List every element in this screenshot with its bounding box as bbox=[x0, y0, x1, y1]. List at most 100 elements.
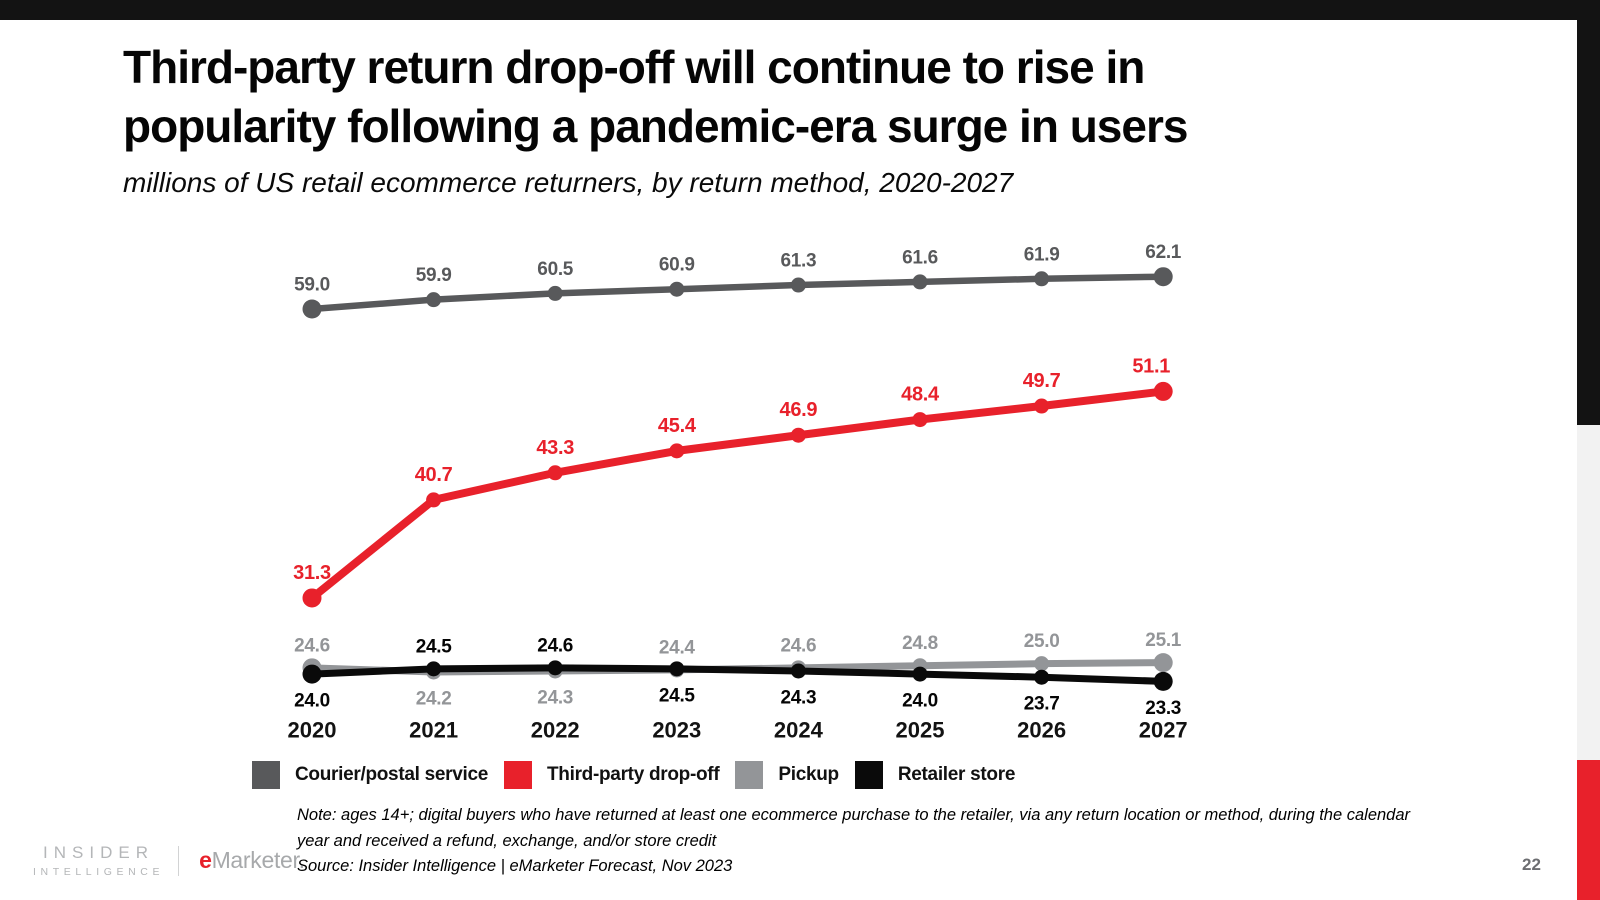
legend-label-pickup: Pickup bbox=[778, 764, 839, 785]
side-strip-gray bbox=[1577, 425, 1600, 760]
marker-third-party-drop-off bbox=[1034, 398, 1050, 414]
value-label-third-party: 49.7 bbox=[1023, 370, 1061, 392]
footnote: Note: ages 14+; digital buyers who have … bbox=[297, 803, 1432, 880]
page-title-line1: Third-party return drop-off will continu… bbox=[123, 41, 1145, 93]
legend-swatch-courier-postal-service bbox=[252, 761, 280, 789]
legend-item-retailer-store: Retailer store bbox=[854, 761, 1015, 789]
value-label-courier: 61.3 bbox=[781, 251, 817, 272]
legend-swatch-retailer-store bbox=[854, 761, 883, 789]
value-label-pickup: 25.1 bbox=[1145, 630, 1182, 651]
insider-intelligence-logo: INSIDER INTELLIGENCE bbox=[33, 843, 164, 878]
chart-legend: Courier/postal service Third-party drop-o… bbox=[252, 761, 1015, 789]
value-label-courier: 61.9 bbox=[1024, 244, 1060, 265]
value-label-courier: 60.9 bbox=[659, 255, 695, 276]
legend-swatch-third-party-drop-off bbox=[503, 761, 532, 789]
value-label-retailer-store: 24.5 bbox=[659, 685, 696, 706]
legend-item-third-party-drop-off: Third-party drop-off bbox=[503, 761, 720, 789]
chart-subtitle: millions of US retail ecommerce returner… bbox=[123, 167, 1014, 198]
value-label-third-party: 51.1 bbox=[1132, 355, 1170, 377]
x-axis-label-2022: 2022 bbox=[531, 718, 580, 743]
side-strip-red bbox=[1577, 760, 1600, 900]
x-axis-label-2026: 2026 bbox=[1017, 718, 1066, 743]
series-line-third-party-drop-off bbox=[308, 387, 1168, 602]
page-title-line2: popularity following a pandemic-era surg… bbox=[123, 100, 1188, 152]
value-label-retailer-store: 24.0 bbox=[294, 691, 330, 712]
marker-third-party-drop-off bbox=[547, 465, 563, 481]
x-axis-label-2027: 2027 bbox=[1139, 718, 1188, 743]
value-label-courier: 62.1 bbox=[1145, 242, 1182, 263]
marker-third-party-drop-off bbox=[912, 412, 928, 428]
marker-courier-postal-service bbox=[669, 281, 685, 297]
value-label-retailer-store: 23.7 bbox=[1024, 694, 1060, 715]
marker-third-party-drop-off bbox=[669, 443, 685, 459]
value-label-pickup: 24.6 bbox=[781, 635, 817, 656]
marker-third-party-drop-off bbox=[426, 492, 442, 508]
value-label-third-party: 31.3 bbox=[293, 562, 331, 584]
value-label-third-party: 45.4 bbox=[658, 415, 697, 437]
marker-retailer-store bbox=[790, 663, 806, 679]
x-axis-label-2021: 2021 bbox=[409, 718, 458, 743]
logos: INSIDER INTELLIGENCE eMarketer. bbox=[33, 843, 305, 878]
series-line-retailer-store bbox=[308, 664, 1167, 685]
series-retailer-store bbox=[302, 660, 1173, 691]
marker-retailer-store bbox=[669, 661, 685, 677]
marker-courier-postal-service bbox=[790, 277, 806, 293]
x-axis-label-2023: 2023 bbox=[652, 718, 701, 743]
logo-divider bbox=[178, 845, 180, 876]
marker-courier-postal-service bbox=[302, 299, 322, 319]
note-text: Note: ages 14+; digital buyers who have … bbox=[297, 806, 1411, 850]
x-axis-label-2025: 2025 bbox=[896, 718, 945, 743]
value-label-pickup: 25.0 bbox=[1024, 631, 1060, 652]
legend-item-courier-postal-service: Courier/postal service bbox=[252, 761, 488, 789]
value-label-retailer-store: 24.5 bbox=[416, 636, 453, 657]
marker-retailer-store bbox=[302, 664, 322, 684]
value-label-pickup: 24.4 bbox=[659, 637, 696, 658]
legend-swatch-pickup bbox=[735, 761, 764, 789]
marker-retailer-store bbox=[912, 666, 928, 682]
value-label-third-party: 40.7 bbox=[415, 464, 453, 486]
value-label-third-party: 43.3 bbox=[536, 437, 574, 459]
marker-third-party-drop-off bbox=[1153, 381, 1173, 401]
value-label-courier: 61.6 bbox=[902, 247, 938, 268]
marker-retailer-store bbox=[1153, 671, 1173, 691]
marker-courier-postal-service bbox=[1034, 271, 1050, 287]
value-label-third-party: 46.9 bbox=[780, 399, 818, 421]
x-axis-label-2024: 2024 bbox=[774, 718, 824, 743]
marker-retailer-store bbox=[547, 660, 563, 676]
value-label-courier: 59.0 bbox=[294, 275, 330, 296]
insider-logo-line2: INTELLIGENCE bbox=[33, 866, 165, 878]
marker-retailer-store bbox=[426, 661, 442, 677]
marker-retailer-store bbox=[1034, 669, 1050, 685]
marker-pickup bbox=[1153, 653, 1173, 673]
value-label-retailer-store: 24.0 bbox=[902, 691, 938, 712]
legend-item-pickup: Pickup bbox=[735, 761, 839, 789]
emarketer-logo-e: e bbox=[199, 847, 212, 873]
marker-courier-postal-service bbox=[912, 274, 928, 290]
value-label-courier: 59.9 bbox=[416, 265, 452, 286]
insider-logo-line1: INSIDER bbox=[43, 843, 155, 862]
value-label-pickup: 24.6 bbox=[294, 635, 330, 656]
marker-courier-postal-service bbox=[1153, 267, 1173, 287]
value-label-retailer-store: 24.6 bbox=[537, 635, 573, 656]
page-number: 22 bbox=[1522, 855, 1541, 874]
value-label-pickup: 24.3 bbox=[537, 687, 573, 708]
x-axis-label-2020: 2020 bbox=[288, 718, 337, 743]
source-text: Source: Insider Intelligence | eMarketer… bbox=[297, 857, 733, 875]
value-label-courier: 60.5 bbox=[537, 259, 574, 280]
page-title: Third-party return drop-off will continu… bbox=[123, 38, 1188, 156]
emarketer-logo: eMarketer. bbox=[199, 847, 305, 874]
series-third-party-drop-off bbox=[302, 381, 1173, 608]
marker-pickup bbox=[1034, 656, 1050, 672]
value-label-pickup: 24.2 bbox=[416, 688, 452, 709]
value-label-third-party: 48.4 bbox=[901, 384, 940, 406]
value-label-retailer-store: 24.3 bbox=[781, 687, 817, 708]
marker-third-party-drop-off bbox=[790, 427, 806, 443]
marker-courier-postal-service bbox=[547, 285, 563, 301]
marker-third-party-drop-off bbox=[302, 588, 322, 608]
emarketer-logo-rest: Marketer. bbox=[211, 847, 305, 873]
side-strip-black bbox=[1577, 20, 1600, 425]
series-line-courier-postal-service bbox=[308, 273, 1167, 313]
marker-courier-postal-service bbox=[426, 292, 442, 308]
